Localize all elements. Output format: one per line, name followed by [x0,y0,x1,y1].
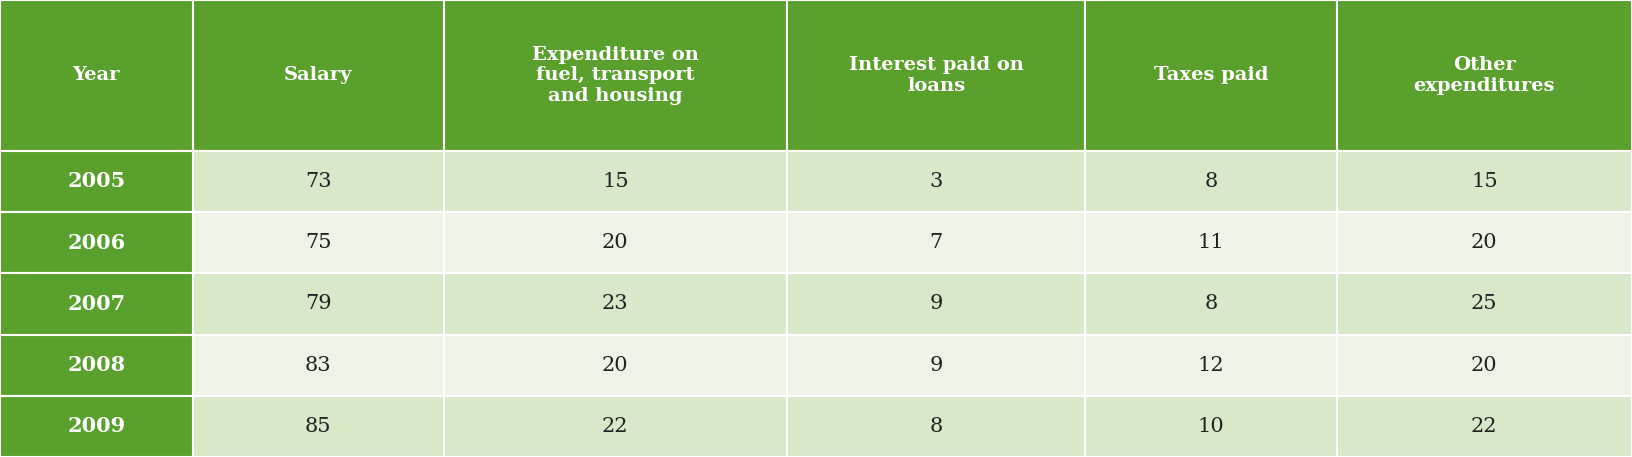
Text: 20: 20 [602,233,628,252]
Bar [193,151,444,212]
Text: 9: 9 [929,356,943,375]
Bar [1337,151,1632,212]
Text: 12: 12 [1198,356,1224,375]
Text: 2005: 2005 [67,171,126,191]
Text: 2008: 2008 [67,355,126,375]
Bar [1337,335,1632,396]
Text: 11: 11 [1198,233,1224,252]
Text: 20: 20 [602,356,628,375]
Text: 23: 23 [602,294,628,314]
Bar [193,212,444,273]
Bar [0,0,193,151]
Text: Other
expenditures: Other expenditures [1413,56,1555,95]
Bar [193,335,444,396]
Text: 2006: 2006 [67,233,126,253]
Text: 25: 25 [1470,294,1498,314]
Text: 8: 8 [1204,172,1217,191]
Bar [787,151,1085,212]
Text: 15: 15 [1470,172,1498,191]
Text: Taxes paid: Taxes paid [1154,66,1268,85]
Bar [444,335,787,396]
Text: 8: 8 [1204,294,1217,314]
Bar [1085,151,1337,212]
Text: 15: 15 [602,172,628,191]
Text: 20: 20 [1470,356,1498,375]
Bar [0,212,193,273]
Bar [0,273,193,335]
Text: 2009: 2009 [67,416,126,436]
Text: 75: 75 [305,233,331,252]
Text: 22: 22 [1470,417,1498,436]
Bar [0,151,193,212]
Bar [444,396,787,457]
Text: 10: 10 [1198,417,1224,436]
Text: 8: 8 [929,417,943,436]
Text: 79: 79 [305,294,331,314]
Text: Salary: Salary [284,66,353,85]
Bar [787,396,1085,457]
Bar [1085,0,1337,151]
Bar [1085,396,1337,457]
Bar [1337,396,1632,457]
Text: 83: 83 [305,356,331,375]
Text: 9: 9 [929,294,943,314]
Text: 2007: 2007 [67,294,126,314]
Bar [0,335,193,396]
Text: Expenditure on
fuel, transport
and housing: Expenditure on fuel, transport and housi… [532,46,698,105]
Text: 3: 3 [929,172,943,191]
Text: 20: 20 [1470,233,1498,252]
Bar [444,0,787,151]
Bar [787,335,1085,396]
Text: Interest paid on
loans: Interest paid on loans [849,56,1023,95]
Bar [1337,0,1632,151]
Text: 7: 7 [929,233,943,252]
Bar [444,212,787,273]
Bar [1337,273,1632,335]
Text: Year: Year [72,66,121,85]
Bar [193,0,444,151]
Text: 73: 73 [305,172,331,191]
Bar [1085,212,1337,273]
Bar [0,396,193,457]
Text: 22: 22 [602,417,628,436]
Bar [193,273,444,335]
Bar [1337,212,1632,273]
Bar [444,273,787,335]
Bar [787,0,1085,151]
Bar [787,212,1085,273]
Bar [1085,273,1337,335]
Bar [193,396,444,457]
Text: 85: 85 [305,417,331,436]
Bar [1085,335,1337,396]
Bar [444,151,787,212]
Bar [787,273,1085,335]
